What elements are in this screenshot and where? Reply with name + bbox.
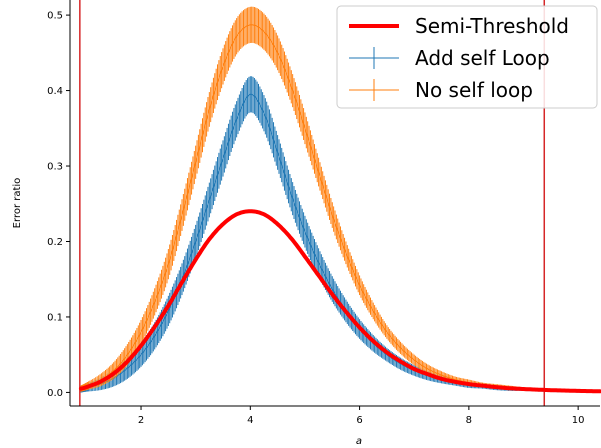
x-tick-label: 10 [572,415,585,426]
y-tick-label: 0.5 [47,11,63,22]
plot-area [78,0,601,406]
x-tick-label: 6 [356,415,362,426]
y-tick-label: 0.1 [47,312,63,323]
x-axis-label: a [356,436,362,447]
legend-item-add-self-loop: Add self Loop [349,46,550,70]
series-line [78,209,601,394]
legend-box [336,5,598,109]
y-tick-label: 0.4 [47,86,63,97]
legend-label: Semi-Threshold [415,14,569,38]
legend-label: Add self Loop [415,46,550,70]
y-tick-label: 0.0 [47,388,63,399]
axes: 2 4 6 8 10 0.0 0.1 0.2 0.3 0.4 0.5 [47,0,600,426]
x-tick-label: 4 [247,415,253,426]
y-tick-label: 0.3 [47,162,63,173]
x-tick-label: 2 [138,415,144,426]
legend-item-no-self-loop: No self loop [349,78,533,102]
legend-item-semi-threshold: Semi-Threshold [349,14,569,38]
legend: Semi-Threshold Add self Loop No self loop [336,5,598,109]
y-axis-label: Error ratio [12,178,23,229]
legend-label: No self loop [415,78,533,102]
y-tick-label: 0.2 [47,237,63,248]
x-tick-label: 8 [466,415,472,426]
series-semi-threshold [78,209,601,394]
